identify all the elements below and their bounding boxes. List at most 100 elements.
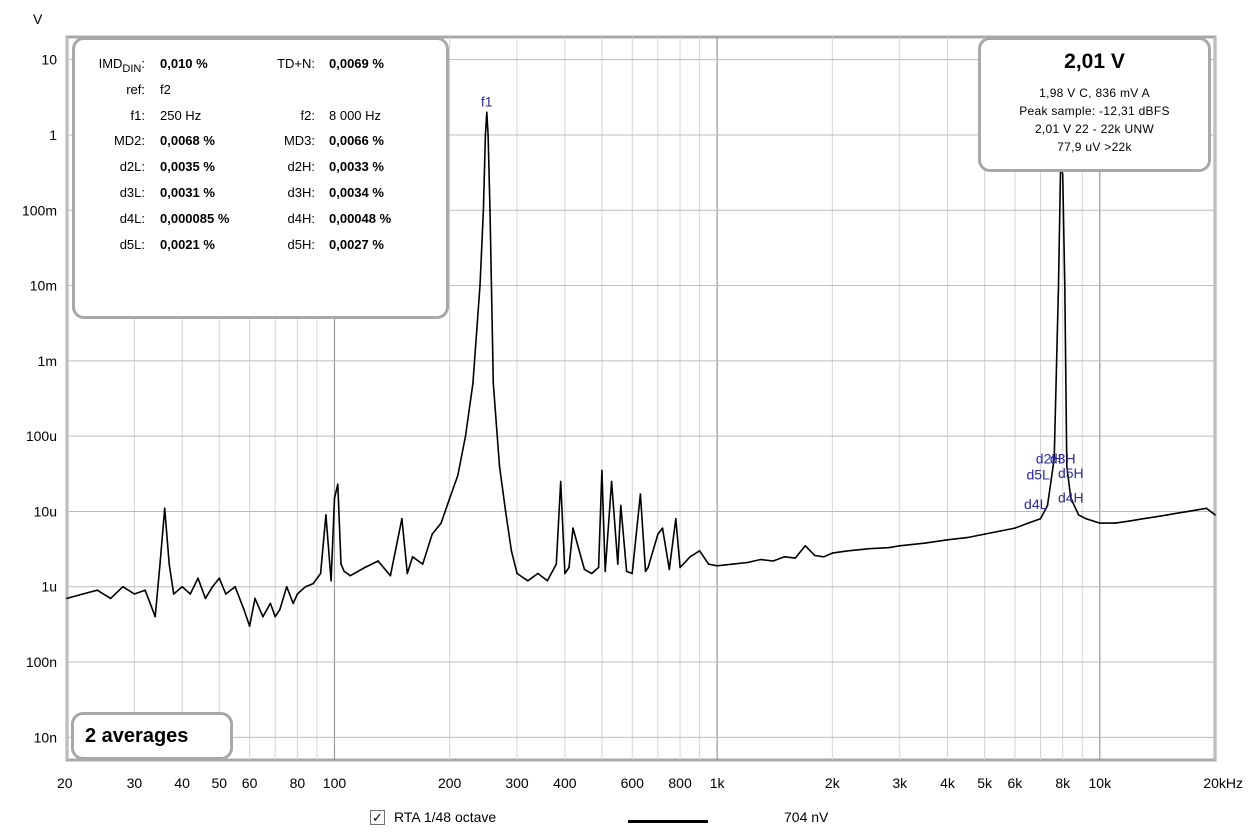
imd-label: f1: [130, 107, 145, 123]
data-point [516, 572, 518, 575]
legend-checkbox[interactable]: ✓ [370, 810, 385, 825]
data-point [269, 602, 272, 605]
data-point [204, 597, 207, 600]
data-point [1187, 510, 1189, 513]
data-point [189, 593, 192, 595]
data-point [572, 527, 574, 529]
data-point [149, 602, 152, 605]
data-point [601, 469, 603, 472]
imd-row: d4L: 0,000085 % d4H: 0,00048 % [75, 211, 446, 229]
imd-value: 0,0034 % [329, 185, 384, 200]
data-point [1129, 520, 1131, 522]
data-point [732, 563, 734, 565]
data-point [172, 593, 175, 595]
data-point [526, 579, 529, 582]
x-tick-label: 1k [710, 775, 726, 791]
imd-row: d2L: 0,0035 % d2H: 0,0033 % [75, 159, 446, 177]
data-point [898, 544, 901, 547]
imd-value: 0,0066 % [329, 133, 384, 149]
data-point [492, 382, 495, 385]
data-point [1196, 509, 1199, 511]
data-point [479, 284, 481, 287]
data-point [619, 504, 622, 507]
data-point [144, 589, 146, 591]
data-point [644, 570, 647, 573]
data-point [82, 593, 84, 595]
x-tick-label: 60 [242, 775, 258, 791]
data-point [746, 561, 749, 564]
y-tick-label: 100u [26, 428, 57, 444]
data-point [966, 536, 968, 539]
x-tick-label: 6k [1008, 775, 1024, 791]
imd-label: d3H: [287, 185, 315, 200]
data-point [243, 608, 245, 611]
legend: ✓ RTA 1/48 octave 704 nV [370, 808, 930, 830]
data-point [707, 563, 710, 565]
data-point [1099, 522, 1101, 524]
y-tick-label: 1m [38, 353, 57, 369]
x-tick-label: 5k [977, 775, 993, 791]
data-point [831, 552, 834, 554]
x-tick-label: 8k [1055, 775, 1071, 791]
data-point [631, 572, 634, 575]
series-line [66, 111, 1216, 627]
level-line-above-22k: 77,9 uV >22k [1057, 140, 1132, 154]
data-point [537, 572, 539, 575]
harmonic-label: d4H [1058, 489, 1084, 505]
data-point [1063, 284, 1066, 287]
level-line-weighted: 1,98 V C, 836 mV A [1039, 86, 1150, 100]
data-point [504, 510, 507, 513]
y-tick-label: 1u [41, 579, 57, 595]
x-tick-label: 200 [438, 775, 462, 791]
imd-label: MD3: [283, 133, 315, 149]
data-point [983, 533, 986, 535]
data-point [946, 539, 949, 541]
data-point [349, 574, 352, 577]
y-tick-label: 100n [26, 654, 57, 670]
data-point [401, 517, 403, 520]
data-point [343, 570, 345, 573]
averages-panel: 2 averages [71, 712, 233, 760]
data-point [1046, 504, 1049, 507]
x-tick-label: 3k [892, 775, 908, 791]
imd-value: 0,0027 % [329, 236, 384, 252]
imd-label: IMDDIN: [98, 56, 145, 75]
data-point [510, 550, 513, 552]
data-point [657, 533, 659, 535]
data-point [363, 566, 366, 569]
series-group [66, 111, 1216, 627]
imd-value: 8 000 Hz [329, 107, 382, 123]
legend-series-label: RTA 1/48 octave [394, 809, 497, 825]
data-point [133, 593, 136, 595]
level-main-value: 2,01 V [1064, 50, 1125, 73]
data-point [377, 560, 379, 562]
y-axis: 10 1 100m 10m 1m 100u 10u 1u 100n 10n [22, 52, 57, 746]
data-point [96, 589, 99, 591]
data-point [154, 615, 156, 618]
imd-label: d4H: [287, 210, 315, 226]
data-point [794, 557, 797, 559]
x-tick-label: 100 [323, 775, 347, 791]
x-tick-label: 40 [174, 775, 190, 791]
data-point [1061, 173, 1064, 176]
data-point [555, 563, 558, 565]
data-point [411, 555, 414, 558]
imd-value: 0,0035 % [160, 159, 215, 175]
data-point [868, 547, 871, 550]
data-point [647, 566, 649, 569]
data-point [274, 615, 276, 618]
imd-results-panel: IMDDIN: 0,010 % TD+N: 0,0069 % ref: f2 f1: 250 … [72, 37, 449, 319]
data-point [583, 568, 586, 571]
imd-value: 0,0021 % [160, 236, 215, 252]
data-point [234, 585, 236, 588]
y-tick-label: 10m [30, 278, 57, 294]
imd-value: 0,0031 % [160, 185, 215, 200]
x-tick-label: 10k [1089, 775, 1113, 791]
data-point [285, 585, 288, 588]
data-point [224, 593, 227, 595]
data-point [546, 579, 549, 582]
imd-value: 0,0068 % [160, 133, 215, 149]
data-point [248, 625, 251, 627]
data-point [168, 563, 171, 565]
y-tick-label: 100m [22, 202, 57, 218]
